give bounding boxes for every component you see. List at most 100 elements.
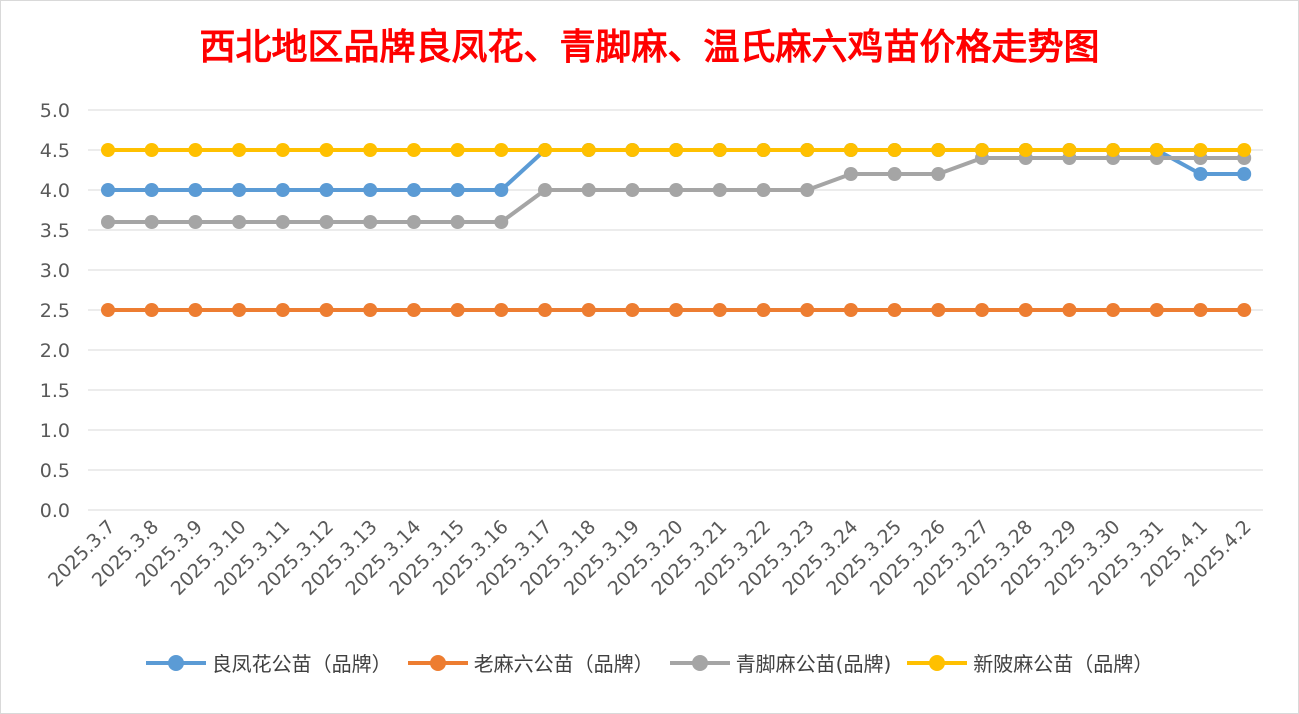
- data-point: [843, 303, 858, 317]
- data-point: [712, 183, 727, 197]
- data-point: [101, 183, 115, 197]
- data-point: [538, 183, 552, 197]
- data-point: [800, 143, 815, 157]
- data-point: [275, 303, 290, 317]
- data-point: [406, 303, 421, 317]
- data-point: [494, 143, 509, 157]
- data-point: [887, 143, 902, 157]
- data-point: [275, 215, 290, 229]
- data-point: [232, 183, 247, 197]
- data-point: [232, 143, 247, 157]
- data-point: [1018, 143, 1033, 157]
- data-point: [406, 183, 421, 197]
- data-point: [800, 183, 815, 197]
- data-point: [494, 215, 509, 229]
- legend-swatch: [669, 652, 730, 674]
- data-point: [450, 183, 465, 197]
- data-point: [712, 303, 727, 317]
- legend-label: 良凤花公苗（品牌）: [211, 652, 392, 676]
- y-tick-label: 1.5: [40, 380, 70, 402]
- data-point: [931, 143, 946, 157]
- data-point: [931, 303, 946, 317]
- legend-swatch: [145, 652, 206, 674]
- data-point: [450, 303, 465, 317]
- data-point: [975, 143, 989, 157]
- data-point: [450, 215, 465, 229]
- data-point: [1237, 167, 1252, 181]
- legend-label: 青脚麻公苗(品牌): [735, 652, 892, 676]
- data-point: [450, 143, 465, 157]
- data-point: [1062, 143, 1077, 157]
- y-tick-label: 2.5: [40, 300, 70, 322]
- data-point: [1193, 303, 1208, 317]
- data-point: [669, 303, 684, 317]
- data-point: [1018, 303, 1033, 317]
- y-tick-label: 0.0: [40, 500, 70, 522]
- data-point: [319, 143, 334, 157]
- data-point: [887, 167, 902, 181]
- data-point: [1106, 143, 1121, 157]
- data-point: [494, 303, 509, 317]
- y-tick-label: 1.0: [40, 420, 70, 442]
- data-point: [669, 183, 684, 197]
- data-point: [144, 143, 159, 157]
- data-point: [538, 303, 552, 317]
- y-tick-label: 5.0: [40, 100, 70, 122]
- legend-item: 老麻六公苗（品牌）: [407, 648, 654, 677]
- data-point: [188, 143, 203, 157]
- data-point: [363, 143, 378, 157]
- data-point: [756, 183, 771, 197]
- data-point: [756, 143, 771, 157]
- data-point: [1193, 167, 1208, 181]
- data-point: [756, 303, 771, 317]
- data-point: [1106, 303, 1121, 317]
- data-point: [581, 143, 596, 157]
- data-point: [494, 183, 509, 197]
- data-point: [975, 303, 989, 317]
- data-point: [1193, 143, 1208, 157]
- data-point: [581, 303, 596, 317]
- legend-item: 新陂麻公苗（品牌）: [907, 648, 1153, 677]
- data-point: [538, 143, 552, 157]
- chart-title: 西北地区品牌良凤花、青脚麻、温氏麻六鸡苗价格走势图: [199, 26, 1100, 68]
- data-point: [581, 183, 596, 197]
- legend-label: 新陂麻公苗（品牌）: [973, 652, 1154, 676]
- data-point: [101, 143, 115, 157]
- data-point: [363, 215, 378, 229]
- data-point: [363, 183, 378, 197]
- legend-swatch: [907, 652, 968, 674]
- data-point: [406, 143, 421, 157]
- data-point: [1149, 143, 1164, 157]
- legend-swatch: [407, 652, 468, 674]
- y-tick-label: 3.5: [40, 220, 70, 242]
- data-point: [144, 303, 159, 317]
- data-point: [625, 183, 640, 197]
- data-point: [144, 215, 159, 229]
- data-point: [887, 303, 902, 317]
- y-tick-label: 0.5: [40, 460, 70, 482]
- data-point: [101, 303, 115, 317]
- data-point: [319, 303, 334, 317]
- y-tick-label: 4.5: [40, 140, 70, 162]
- legend-item: 良凤花公苗（品牌）: [145, 648, 392, 677]
- data-point: [669, 143, 684, 157]
- data-point: [1237, 143, 1252, 157]
- data-point: [843, 167, 858, 181]
- data-point: [931, 167, 946, 181]
- data-point: [275, 143, 290, 157]
- data-point: [144, 183, 159, 197]
- data-point: [1062, 303, 1077, 317]
- data-point: [188, 303, 203, 317]
- data-point: [232, 303, 247, 317]
- data-point: [1149, 303, 1164, 317]
- data-point: [625, 143, 640, 157]
- data-point: [188, 183, 203, 197]
- chart-legend: 良凤花公苗（品牌） 老麻六公苗（品牌） 青脚麻公苗(品牌) 新陂麻公苗（品牌）: [0, 648, 1299, 677]
- legend-label: 老麻六公苗（品牌）: [473, 652, 654, 676]
- data-point: [319, 183, 334, 197]
- legend-item: 青脚麻公苗(品牌): [669, 648, 892, 677]
- data-point: [843, 143, 858, 157]
- y-tick-label: 3.0: [40, 260, 70, 282]
- data-point: [101, 215, 115, 229]
